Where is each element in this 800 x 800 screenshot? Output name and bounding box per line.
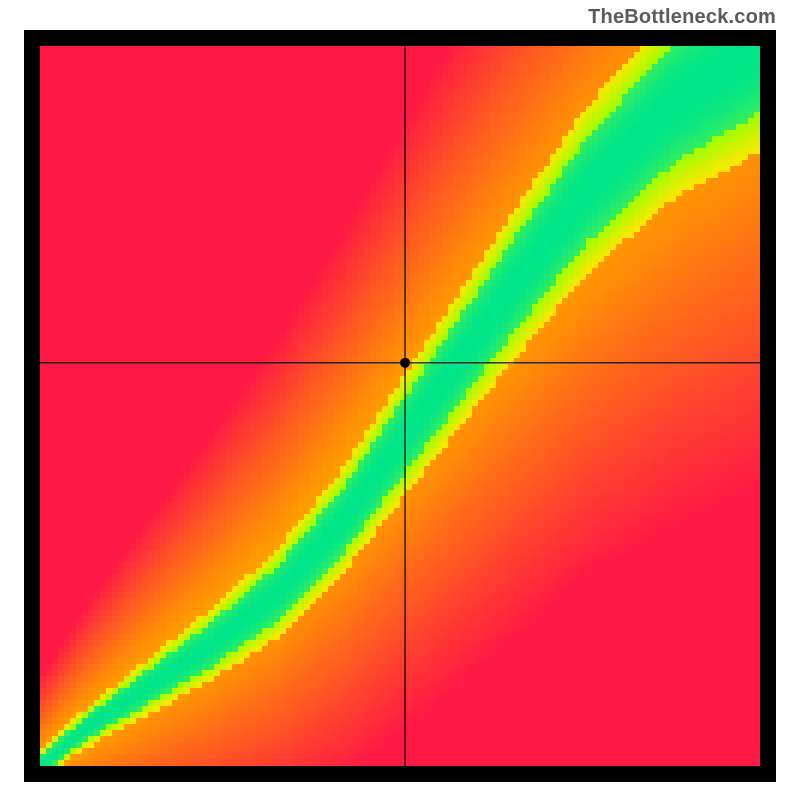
chart-container: TheBottleneck.com bbox=[0, 0, 800, 800]
plot-frame bbox=[24, 30, 776, 782]
watermark-text: TheBottleneck.com bbox=[588, 6, 776, 29]
crosshair-overlay bbox=[40, 46, 760, 766]
crosshair-marker bbox=[400, 358, 410, 368]
